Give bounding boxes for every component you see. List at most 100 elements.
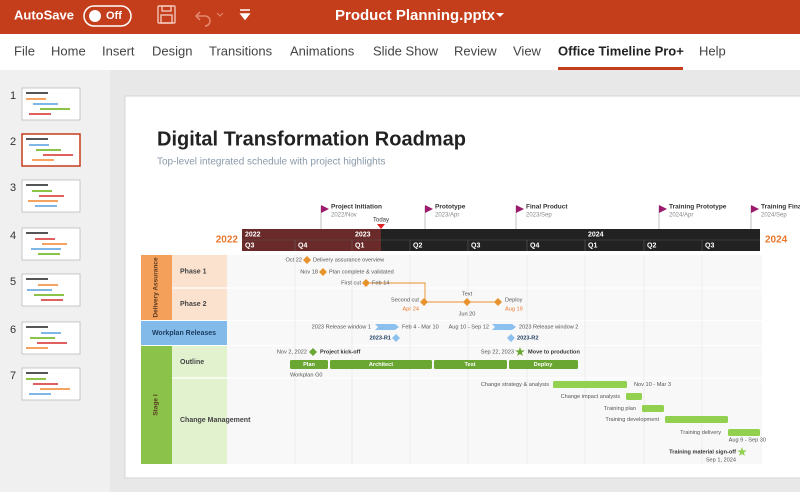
annotation: Change impact analysis <box>561 394 621 400</box>
menu-tab[interactable]: Office Timeline Pro+ <box>558 43 684 58</box>
slide-number: 4 <box>10 230 16 242</box>
label: Training Prototype <box>669 204 727 211</box>
thumb-title <box>26 372 48 374</box>
menu-tab[interactable]: Review <box>454 43 497 58</box>
quarter-label: Q3 <box>705 242 714 249</box>
year-label: 2022 <box>245 231 261 238</box>
ribbon-tabs <box>0 34 800 70</box>
thumb-content <box>32 159 54 161</box>
slide-number: 5 <box>10 276 16 288</box>
thumb-content <box>32 190 52 192</box>
today-label: Today <box>373 218 389 224</box>
task-bar <box>553 381 627 388</box>
milestone-flag <box>659 205 667 213</box>
end-year: 2024 <box>765 235 788 246</box>
quarter-label: Q1 <box>588 242 597 249</box>
task-bar <box>434 360 507 369</box>
thumb-content <box>35 205 57 207</box>
menu-tab[interactable]: Transitions <box>209 43 273 58</box>
task-bar <box>330 360 432 369</box>
thumb-content <box>30 337 55 339</box>
menu-tab[interactable]: Slide Show <box>373 43 439 58</box>
annotation: Deploy <box>505 297 523 303</box>
thumb-title <box>26 92 48 94</box>
release-window <box>375 324 399 330</box>
slide-number: 6 <box>10 324 16 336</box>
thumb-content <box>35 238 55 240</box>
thumb-content <box>26 98 46 100</box>
annotation: Second cut <box>391 297 419 303</box>
thumb-content <box>26 347 48 349</box>
lane-header-column <box>172 346 227 464</box>
thumb-content <box>38 253 60 255</box>
toggle-state: Off <box>106 10 122 22</box>
thumb-content <box>26 378 46 380</box>
annotation: Move to production <box>528 349 580 355</box>
lane-label: Outline <box>180 359 204 366</box>
annotation: Apr 24 <box>403 306 419 312</box>
active-tab-underline <box>558 67 683 70</box>
annotation: 2023 Release window 2 <box>519 324 578 330</box>
thumb-content <box>33 383 58 385</box>
annotation: Training delivery <box>680 430 721 436</box>
annotation: Nov 10 - Mar 3 <box>634 382 671 388</box>
year-label: 2024 <box>588 231 604 238</box>
thumb-title <box>26 138 48 140</box>
annotation: Change strategy & analysis <box>481 382 549 388</box>
thumb-content <box>41 332 61 334</box>
quarter-label: Q4 <box>530 242 539 249</box>
annotation: Sep 22, 2023 <box>481 349 514 355</box>
slide-number: 3 <box>10 182 16 194</box>
annotation: Text <box>462 291 473 297</box>
menu-tab[interactable]: Home <box>51 43 86 58</box>
lane-label: Phase 2 <box>180 301 207 308</box>
menu-tab[interactable]: File <box>14 43 35 58</box>
task-bar <box>290 360 328 369</box>
annotation: Aug 10 - Sep 12 <box>449 324 489 330</box>
quarter-label: Q3 <box>245 242 254 249</box>
annotation: Nov 18 <box>300 269 318 275</box>
label: 2023/Sep <box>526 213 552 219</box>
autosave-label: AutoSave <box>14 7 74 22</box>
annotation: Aug 9 - Sep 30 <box>729 437 766 443</box>
slide-subtitle: Top-level integrated schedule with proje… <box>157 157 385 168</box>
annotation: Feb 4 - Mar 10 <box>402 324 439 330</box>
annotation: Aug 19 <box>505 306 523 312</box>
thumb-title <box>26 278 48 280</box>
slide-number: 1 <box>10 90 16 102</box>
label: Training Final <box>761 204 800 211</box>
menu-tab[interactable]: Animations <box>290 43 355 58</box>
undo-icon[interactable] <box>194 11 211 27</box>
thumb-content <box>34 294 64 296</box>
thumb-content <box>28 200 58 202</box>
thumb-title <box>26 184 48 186</box>
task-bar <box>728 429 760 436</box>
file-menu-arrow[interactable] <box>496 13 504 17</box>
menu-tab[interactable]: Help <box>699 43 726 58</box>
thumb-content <box>38 284 58 286</box>
label: 2024/Sep <box>761 213 787 219</box>
annotation: 2023-R2 <box>517 335 538 341</box>
task-bar <box>642 405 664 412</box>
milestone-flag <box>516 205 524 213</box>
menu-tab[interactable]: View <box>513 43 542 58</box>
annotation: Delivery assurance overview <box>313 257 385 263</box>
thumb-content <box>31 248 61 250</box>
slide-number: 7 <box>10 370 16 382</box>
group-label: Delivery Assurance <box>153 257 160 317</box>
thumb-content <box>39 195 64 197</box>
group-header <box>141 255 172 320</box>
file-name[interactable]: Product Planning.pptx <box>335 7 496 24</box>
quarter-label: Q2 <box>647 242 656 249</box>
undo-dropdown[interactable] <box>216 12 224 17</box>
slide-number: 2 <box>10 136 16 148</box>
autosave-toggle[interactable] <box>83 5 132 27</box>
milestone-flag <box>425 205 433 213</box>
save-icon[interactable] <box>157 5 176 24</box>
slide-title: Digital Transformation Roadmap <box>157 128 466 150</box>
menu-tab[interactable]: Insert <box>102 43 135 58</box>
customize-icon[interactable] <box>239 9 251 21</box>
milestone-diamond <box>392 334 400 342</box>
menu-tab[interactable]: Design <box>152 43 192 58</box>
milestone-diamond <box>362 279 370 287</box>
